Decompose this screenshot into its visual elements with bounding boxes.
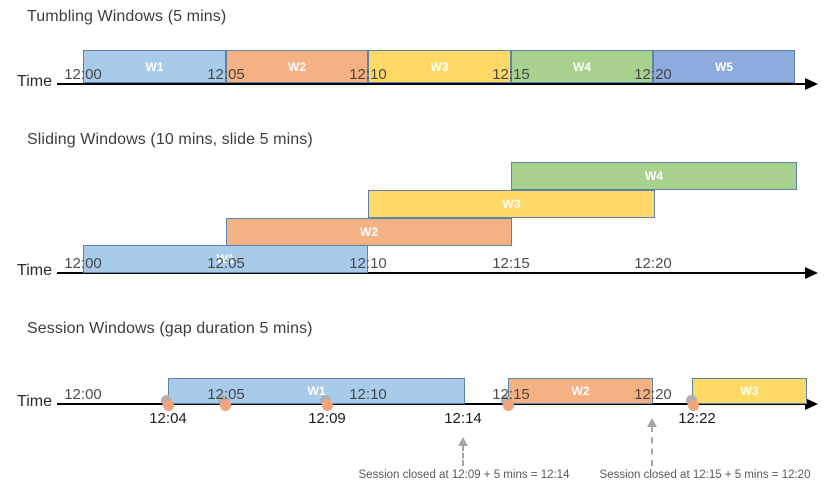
axis-tick-label: 12:05 bbox=[207, 255, 245, 272]
section-title-tumbling: Tumbling Windows (5 mins) bbox=[27, 8, 227, 25]
callout-note: Session closed at 12:15 + 5 mins = 12:20 bbox=[599, 469, 811, 481]
axis-tick-label: 12:00 bbox=[64, 386, 102, 403]
window-label-session-w2: W2 bbox=[571, 384, 590, 398]
window-bar-tumbling-w5 bbox=[653, 50, 795, 83]
window-label-sliding-w2: W2 bbox=[360, 225, 378, 239]
window-bar-sliding-w2 bbox=[226, 218, 512, 246]
axis-tick-label: 12:20 bbox=[634, 66, 672, 83]
event-dot bbox=[503, 400, 514, 411]
section-title-session: Session Windows (gap duration 5 mins) bbox=[27, 320, 313, 337]
event-time-label: 12:09 bbox=[308, 410, 346, 427]
axis-tick-label: 12:10 bbox=[349, 255, 387, 272]
axis-tick-label: 12:05 bbox=[207, 386, 245, 403]
callout-arrowhead bbox=[458, 437, 468, 446]
event-time-label: 12:04 bbox=[149, 410, 187, 427]
callout-note: Session closed at 12:09 + 5 mins = 12:14 bbox=[358, 469, 570, 481]
time-axis-label-session: Time bbox=[17, 393, 52, 410]
axis-tick-label: 12:15 bbox=[492, 66, 530, 83]
time-axis-label-sliding: Time bbox=[17, 262, 52, 279]
axis-tick-label: 12:10 bbox=[349, 66, 387, 83]
window-label-tumbling-w2: W2 bbox=[288, 59, 306, 74]
time-axis-arrowhead-sliding bbox=[805, 267, 818, 279]
window-bar-sliding-w3 bbox=[368, 190, 655, 218]
callout-dashed-line bbox=[651, 426, 653, 466]
axis-tick-label: 12:05 bbox=[207, 66, 245, 83]
axis-tick-label: 12:20 bbox=[634, 255, 672, 272]
time-axis-line-tumbling bbox=[57, 83, 808, 85]
window-bar-sliding-w4 bbox=[511, 162, 797, 190]
axis-tick-label: 12:20 bbox=[634, 386, 672, 403]
event-time-label: 12:14 bbox=[444, 410, 482, 427]
time-axis-arrowhead-session bbox=[805, 398, 818, 410]
time-axis-arrowhead-tumbling bbox=[805, 78, 818, 90]
window-label-tumbling-w3: W3 bbox=[430, 59, 449, 74]
window-label-session-w1: W1 bbox=[307, 384, 326, 398]
callout-dashed-line bbox=[462, 445, 464, 466]
callout-arrowhead bbox=[647, 418, 657, 427]
window-label-tumbling-w5: W5 bbox=[715, 59, 733, 74]
axis-tick-label: 12:10 bbox=[349, 386, 387, 403]
window-bar-tumbling-w1 bbox=[83, 50, 226, 83]
event-dot bbox=[322, 400, 333, 411]
event-dot bbox=[163, 400, 174, 411]
axis-tick-label: 12:15 bbox=[492, 255, 530, 272]
axis-tick-label: 12:15 bbox=[492, 386, 530, 403]
window-label-sliding-w3: W3 bbox=[502, 197, 521, 211]
axis-tick-label: 12:00 bbox=[64, 66, 102, 83]
window-label-sliding-w1: W1 bbox=[216, 252, 235, 266]
window-label-sliding-w4: W4 bbox=[645, 169, 663, 183]
event-time-label: 12:22 bbox=[678, 410, 716, 427]
window-bar-session-w3 bbox=[692, 378, 807, 404]
time-axis-line-session bbox=[57, 403, 808, 405]
window-bar-tumbling-w4 bbox=[511, 50, 653, 83]
time-axis-line-sliding bbox=[57, 272, 808, 274]
window-label-tumbling-w4: W4 bbox=[573, 59, 591, 74]
window-bar-tumbling-w2 bbox=[226, 50, 368, 83]
time-axis-label-tumbling: Time bbox=[17, 73, 52, 90]
window-label-session-w3: W3 bbox=[740, 384, 759, 398]
event-dot bbox=[220, 400, 231, 411]
window-bar-sliding-w1 bbox=[83, 245, 368, 273]
window-bar-tumbling-w3 bbox=[368, 50, 511, 83]
section-title-sliding: Sliding Windows (10 mins, slide 5 mins) bbox=[27, 131, 313, 148]
axis-tick-label: 12:00 bbox=[64, 255, 102, 272]
window-bar-session-w2 bbox=[508, 378, 653, 404]
event-dot bbox=[688, 400, 699, 411]
window-label-tumbling-w1: W1 bbox=[145, 59, 164, 74]
window-bar-session-w1 bbox=[168, 378, 465, 404]
